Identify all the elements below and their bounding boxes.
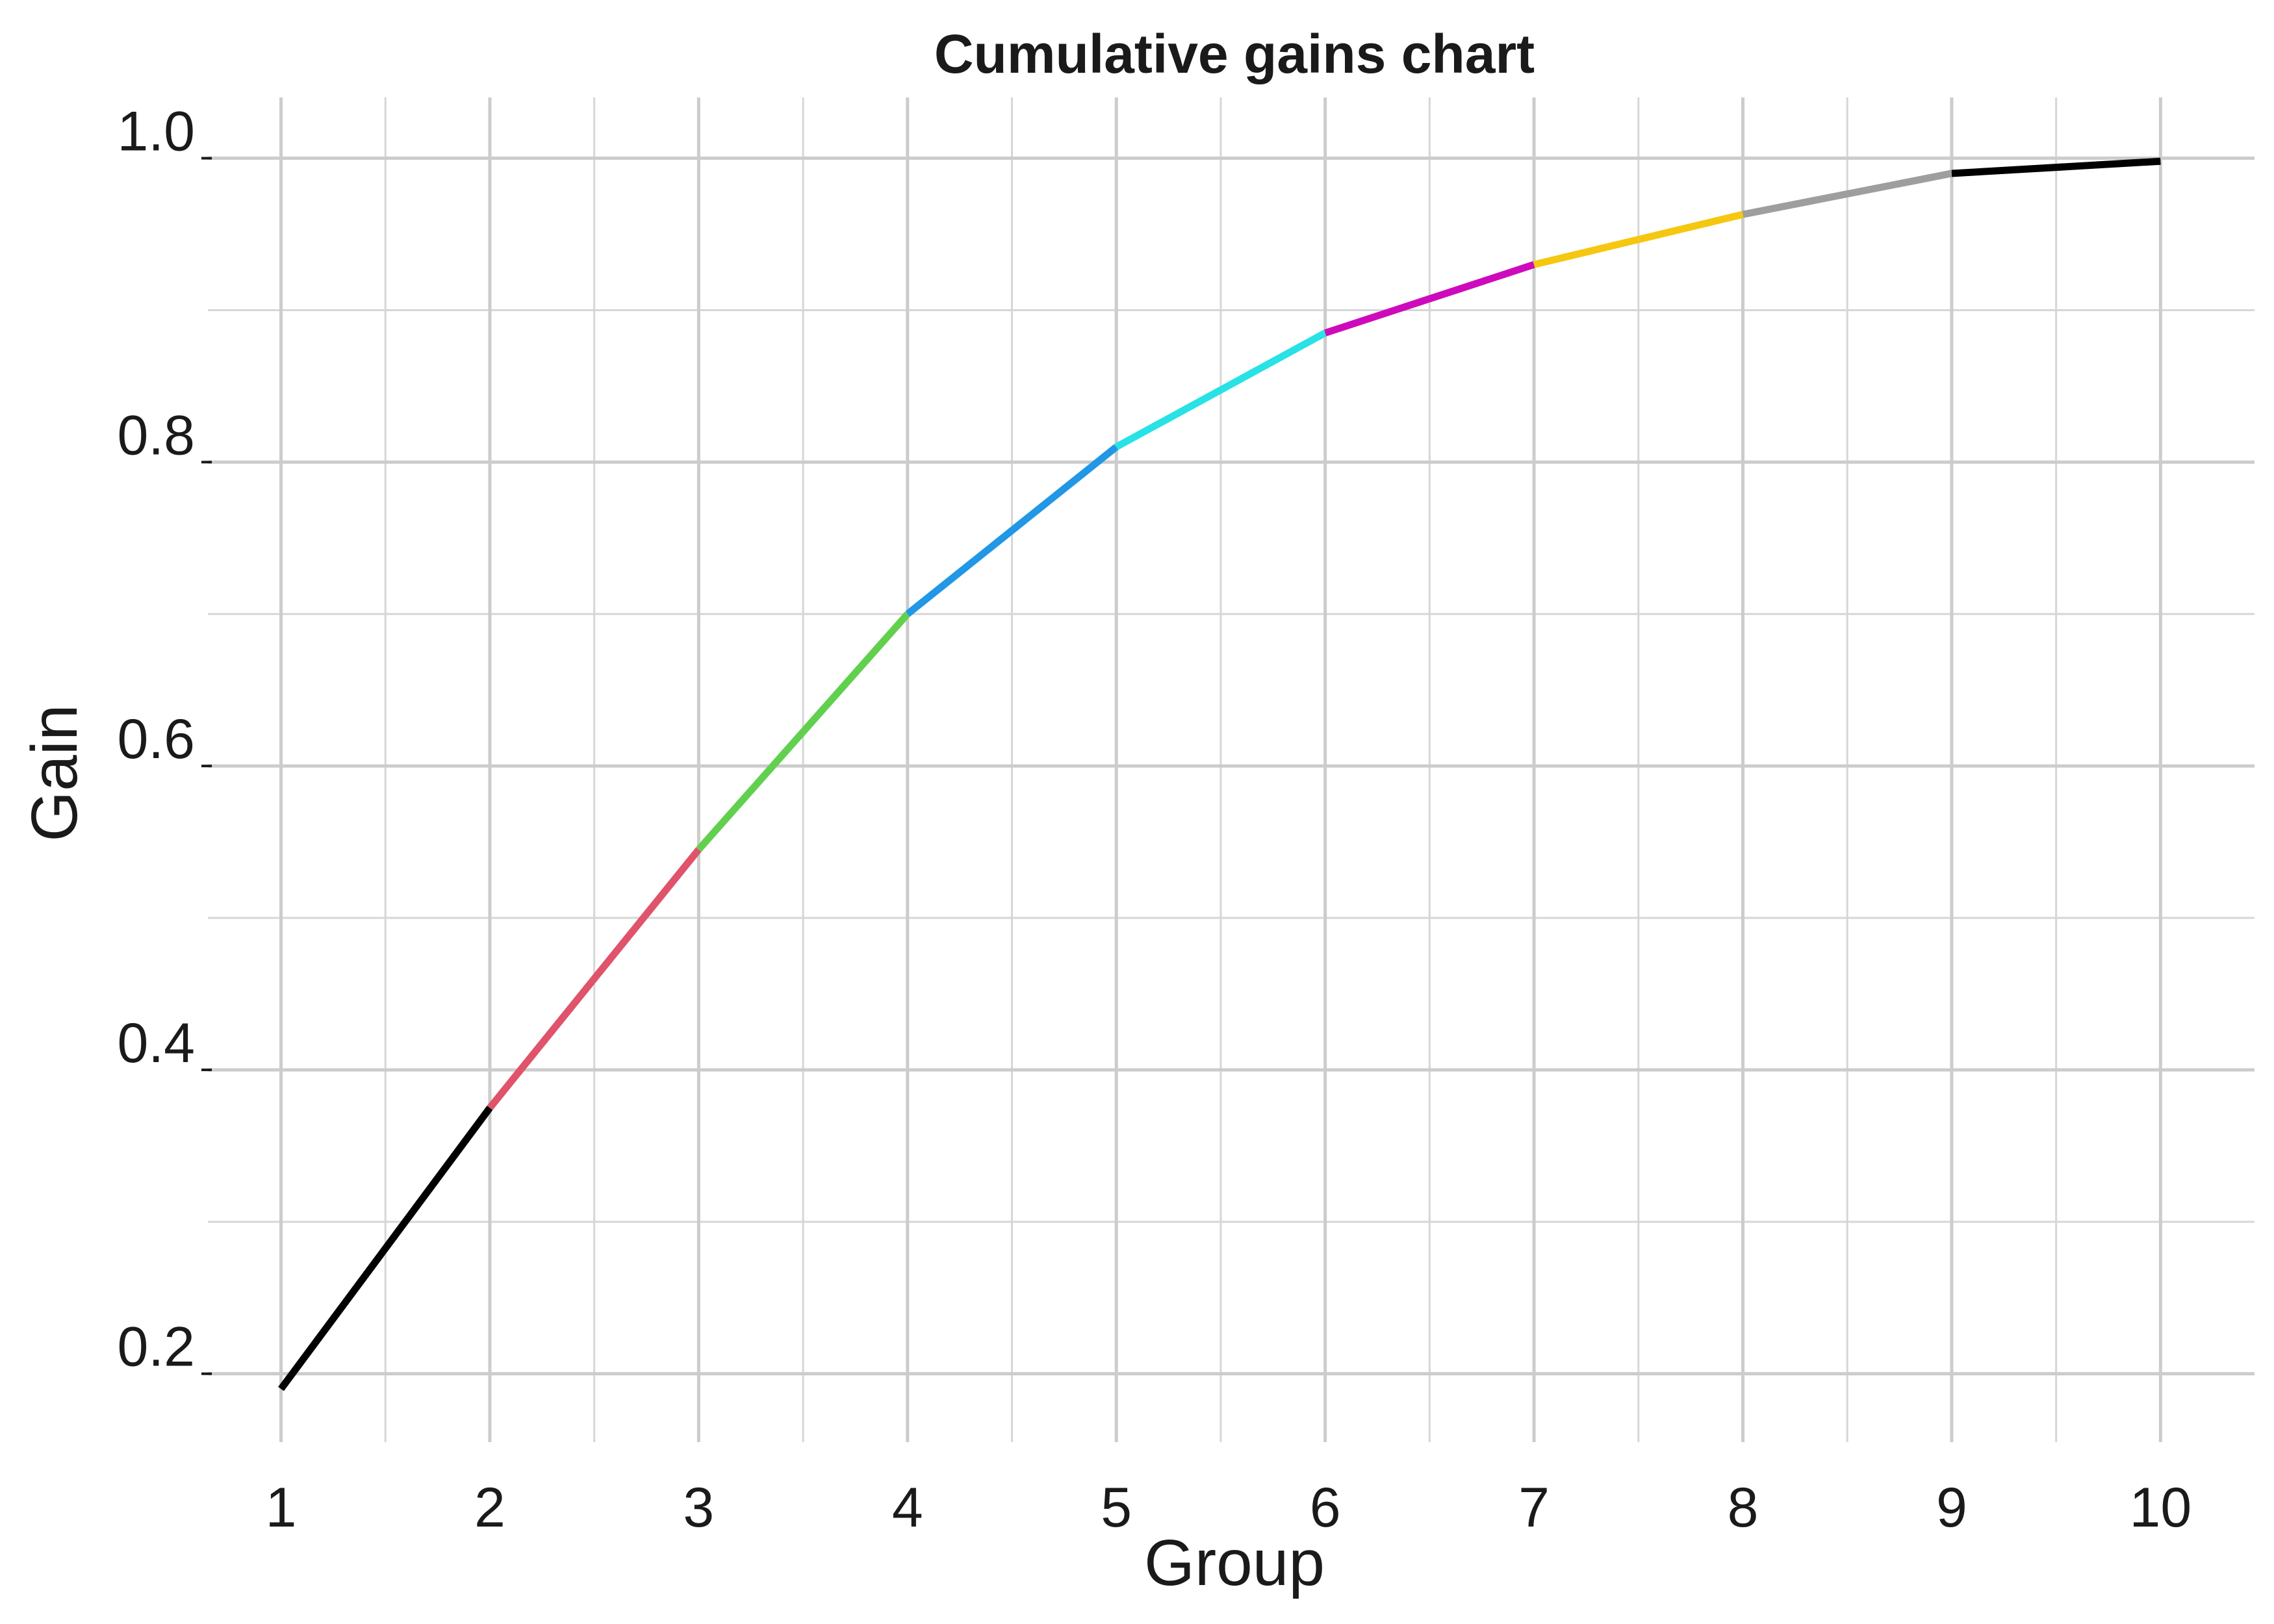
- gain-line-segment: [1114, 329, 1327, 450]
- y-tick-label: 1.0: [117, 101, 195, 163]
- x-tick-label: 3: [683, 1477, 714, 1539]
- x-tick-label: 6: [1310, 1477, 1341, 1539]
- y-tick-label: 0.8: [117, 404, 195, 466]
- gain-line-segment: [487, 847, 702, 1110]
- x-tick-label: 10: [2130, 1477, 2192, 1539]
- x-tick-label: 9: [1936, 1477, 1967, 1539]
- major-grid: [208, 97, 2255, 1442]
- y-tick-label: 0.6: [117, 708, 195, 770]
- gain-line-segment: [278, 1106, 493, 1391]
- gain-line-segment: [696, 611, 910, 852]
- y-tick-label: 0.4: [117, 1012, 195, 1074]
- y-axis-label: Gain: [18, 704, 91, 841]
- y-tick-label: 0.2: [117, 1316, 195, 1378]
- y-axis: 0.2 0.4 0.6 0.8 1.0: [117, 101, 212, 1378]
- x-tick-label: 8: [1728, 1477, 1759, 1539]
- gain-line-series: [278, 157, 2161, 1391]
- x-tick-label: 5: [1101, 1477, 1132, 1539]
- gain-line-segment: [1323, 261, 1535, 336]
- chart-title: Cumulative gains chart: [934, 23, 1535, 84]
- x-axis-label: Group: [1144, 1527, 1325, 1599]
- x-tick-label: 7: [1518, 1477, 1550, 1539]
- x-tick-label: 1: [266, 1477, 297, 1539]
- gain-line-segment: [1951, 157, 2161, 177]
- gain-line-segment: [905, 444, 1119, 617]
- minor-grid: [208, 97, 2255, 1442]
- x-tick-label: 4: [892, 1477, 923, 1539]
- x-axis: 1 2 3 4 5 6 7 8 9 10: [266, 1477, 2192, 1539]
- x-tick-label: 2: [474, 1477, 505, 1539]
- gain-line-segment: [1742, 170, 1952, 218]
- gain-line-segment: [1533, 210, 1744, 268]
